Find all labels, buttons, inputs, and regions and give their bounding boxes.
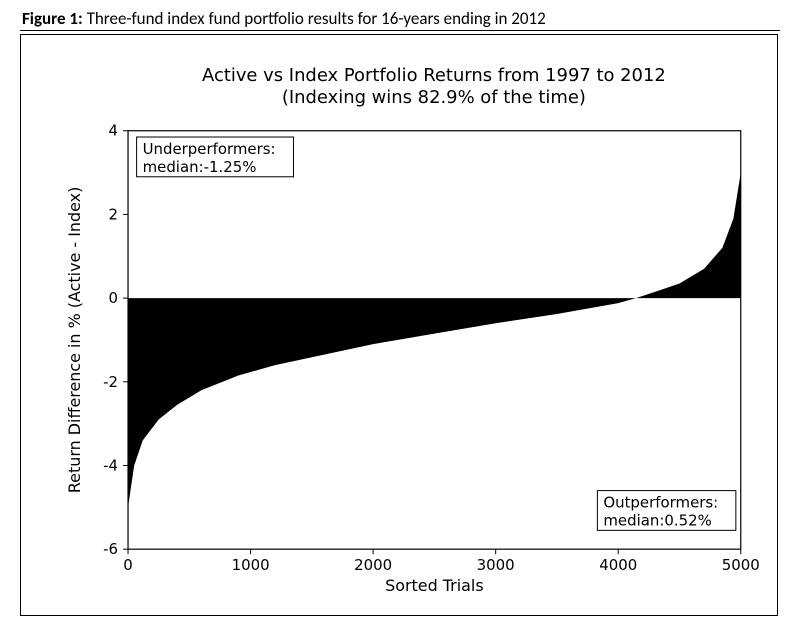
return-difference-area <box>128 173 741 508</box>
chart-svg: Active vs Index Portfolio Returns from 1… <box>53 61 759 597</box>
y-tick-label: 0 <box>109 289 119 307</box>
x-tick-label: 3000 <box>477 556 515 574</box>
x-tick-label: 2000 <box>354 556 392 574</box>
underperformers-annotation: Underperformers: median:-1.25% <box>137 137 294 177</box>
chart-title-line1: Active vs Index Portfolio Returns from 1… <box>202 65 666 86</box>
outperformers-annotation: Outperformers: median:0.52% <box>597 491 735 531</box>
outperformers-line2: median:0.52% <box>603 511 711 529</box>
x-tick-label: 0 <box>123 556 133 574</box>
x-tick-label: 5000 <box>722 556 759 574</box>
x-ticks: 0 1000 2000 3000 4000 5000 <box>123 549 759 574</box>
caption-underline <box>20 30 780 31</box>
x-axis-label: Sorted Trials <box>385 576 484 595</box>
figure-caption: Figure 1: Three-fund index fund portfoli… <box>22 8 546 29</box>
outperformers-line1: Outperformers: <box>603 494 718 512</box>
y-axis-label: Return Difference in % (Active - Index) <box>65 187 84 493</box>
underperformers-line2: median:-1.25% <box>143 158 257 176</box>
x-tick-label: 1000 <box>232 556 270 574</box>
y-tick-label: -2 <box>103 373 118 391</box>
figure-caption-text: Three-fund index fund portfolio results … <box>87 8 546 29</box>
y-ticks: -6 -4 -2 0 2 4 <box>103 122 128 558</box>
chart-title-line2: (Indexing wins 82.9% of the time) <box>282 87 586 108</box>
y-tick-label: 4 <box>109 122 119 140</box>
chart-container: Active vs Index Portfolio Returns from 1… <box>53 61 759 597</box>
figure-caption-prefix: Figure 1: <box>22 8 87 29</box>
underperformers-line1: Underperformers: <box>143 140 276 158</box>
y-tick-label: -6 <box>103 540 118 558</box>
figure-frame: Active vs Index Portfolio Returns from 1… <box>20 34 778 616</box>
x-tick-label: 4000 <box>599 556 637 574</box>
y-tick-label: -4 <box>103 456 118 474</box>
y-tick-label: 2 <box>109 205 119 223</box>
